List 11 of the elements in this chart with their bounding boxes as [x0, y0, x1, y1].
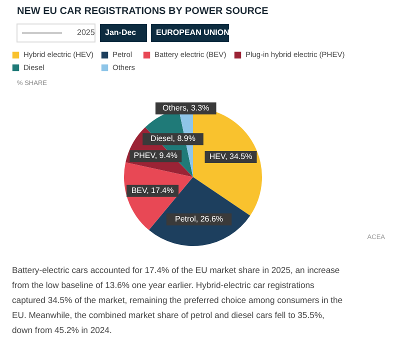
text: 2025: [77, 28, 96, 37]
data-label: Others, 3.3%: [162, 103, 210, 112]
text: EUROPEAN UNION: [156, 28, 230, 37]
data-label: PHEV, 9.4%: [134, 151, 178, 160]
chart-title: NEW EU CAR REGISTRATIONS BY POWER SOURCE: [17, 6, 269, 17]
data-label: Diesel, 8.9%: [150, 134, 196, 144]
text: Battery-electric cars accounted for 17.4% of the EU market share in 2025, an increase from the low baseline of 13.6% one year earlier. Hybrid-electric car registrations captured 34.5% of the market, remaining the preferred choice among consumers in the EU. Meanwhile, the combined market share of petrol and diesel cars fell to 35.5%, down from 45.2% in 2024.: [12, 265, 343, 335]
data-label: HEV, 34.5%: [209, 152, 252, 161]
text: Jan-Dec: [105, 28, 137, 37]
data-label: Petrol, 26.6%: [175, 214, 224, 224]
data-label: BEV, 17.4%: [131, 186, 174, 195]
